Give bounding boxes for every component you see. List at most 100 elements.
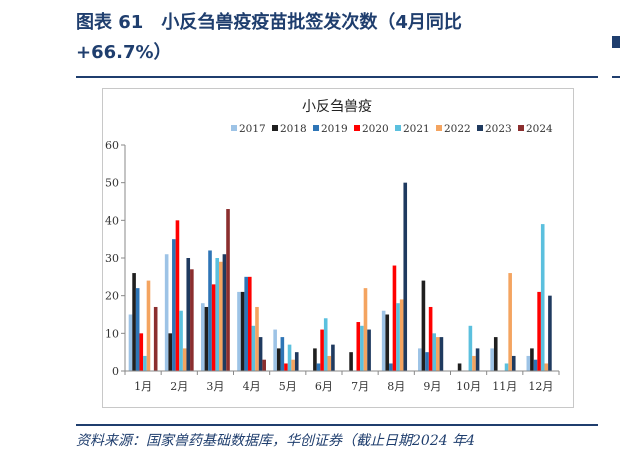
bar-2019-1 [172,239,176,371]
bar-2022-1 [182,348,187,371]
bar-2022-3 [255,306,259,371]
x-tick-label: 5月 [279,380,297,393]
edge-mark-rule [612,76,620,78]
bar-2023-6 [367,329,371,371]
x-tick-label: 6月 [315,380,333,393]
bar-2020-1 [175,220,180,371]
edge-mark-top [612,36,620,48]
figure-title-line2: +66.7%） [76,42,172,63]
legend-swatch-2019 [313,125,319,131]
bar-2018-1 [168,333,173,371]
bar-2020-0 [139,333,144,371]
bar-2024-1 [190,269,194,371]
figure-title-line1: 图表 61 小反刍兽疫疫苗批签发次数（4月同比 [76,12,462,33]
legend-label-2019: 2019 [321,123,348,135]
y-tick-label: 60 [105,139,119,152]
x-tick-label: 8月 [387,380,405,393]
y-tick-label: 0 [112,365,119,378]
bar-2019-2 [208,250,212,371]
bar-2021-0 [143,355,147,371]
chart-container: 小反刍兽疫 2017 2018 2019 2020 2021 2022 2023 2024 0… [102,88,574,408]
x-tick-label: 1月 [134,380,152,393]
bar-2022-2 [219,261,223,371]
bar-2020-8 [428,306,433,371]
y-tick-label: 40 [105,214,119,227]
x-tick-label: 7月 [351,380,369,393]
bar-2019-5 [316,363,321,371]
bar-2022-11 [544,363,549,371]
y-tick-label: 10 [105,327,119,340]
bar-2019-3 [244,276,248,371]
bar-2020-6 [356,322,361,371]
chart-title: 小反刍兽疫 [302,99,372,115]
bar-2020-3 [247,276,252,371]
y-tick-label: 30 [105,252,119,265]
bar-2023-8 [439,337,444,371]
bar-2021-6 [360,325,364,371]
bar-2023-3 [258,337,263,371]
x-tick-label: 2月 [170,380,188,393]
legend-label-2021: 2021 [403,123,430,135]
figure-title: 图表 61 小反刍兽疫疫苗批签发次数（4月同比 +66.7%） [76,8,596,68]
bar-2021-5 [323,318,328,371]
bar-2021-4 [287,344,292,371]
bar-2018-11 [530,348,534,371]
bar-2022-8 [436,337,440,371]
bar-2023-2 [222,254,227,371]
bar-2017-8 [418,348,422,371]
bar-chart: 小反刍兽疫 2017 2018 2019 2020 2021 2022 2023 2024 0… [105,99,560,393]
bar-2017-2 [201,303,205,371]
bar-2022-7 [399,299,404,371]
bar-2024-0 [153,306,158,371]
bar-2017-10 [490,348,494,371]
legend-swatch-2021 [395,125,401,131]
bar-2018-7 [385,314,390,371]
bar-2018-10 [493,337,498,371]
y-tick-label: 20 [105,290,119,303]
bar-2021-3 [251,325,256,371]
legend-label-2018: 2018 [280,123,307,135]
bar-2021-11 [540,224,545,371]
bar-2022-5 [327,355,332,371]
bar-2024-3 [262,359,266,371]
legend-swatch-2020 [354,125,360,131]
bar-2023-9 [475,348,480,371]
bar-2021-8 [432,333,437,371]
x-axis: 1月 2月 3月 4月 5月 6月 7月 8月 9月 10月 11月 12月 [124,370,560,393]
bar-2019-0 [135,288,140,371]
y-tick-label: 50 [105,177,119,190]
legend-label-2024: 2024 [526,123,553,135]
bar-2020-4 [284,363,288,371]
bar-2018-4 [276,348,281,371]
legend-label-2020: 2020 [362,123,389,135]
y-axis: 0 10 20 30 40 50 60 [105,139,126,378]
x-tick-label: 4月 [243,380,261,393]
bar-2018-5 [313,348,317,371]
bar-2023-11 [548,295,552,371]
legend-swatch-2024 [518,125,524,131]
bar-2018-0 [132,273,136,371]
bottom-rule [76,424,598,426]
legend-label-2023: 2023 [485,123,512,135]
bar-2019-11 [533,359,538,371]
bar-2018-8 [421,280,426,371]
bar-2021-7 [396,303,400,371]
x-tick-label: 9月 [423,380,441,393]
bar-2023-1 [186,258,191,371]
source-note: 资料来源：国家兽药基础数据库，华创证券（截止日期2024 年4 [76,433,475,449]
bar-2020-2 [211,284,216,371]
bar-2022-4 [291,359,295,371]
x-tick-label: 11月 [492,380,517,393]
x-tick-label: 3月 [206,380,224,393]
bar-2017-1 [164,254,169,371]
bar-2018-3 [240,291,245,371]
bars [128,182,552,371]
legend-swatch-2018 [272,125,278,131]
bar-2020-7 [392,265,397,371]
bar-2023-5 [331,344,335,371]
legend-swatch-2022 [436,125,442,131]
bar-2021-1 [179,310,183,371]
legend-swatch-2017 [231,125,237,131]
bar-2020-5 [320,329,324,371]
bar-2022-6 [363,288,368,371]
